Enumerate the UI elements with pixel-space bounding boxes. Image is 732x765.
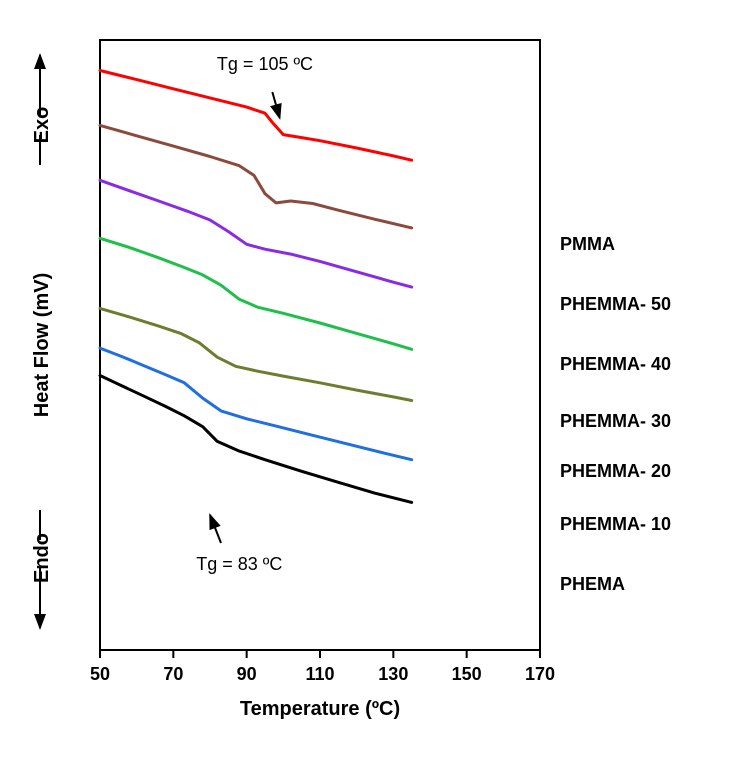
x-tick-label: 130 (378, 664, 408, 684)
x-tick-label: 70 (163, 664, 183, 684)
x-tick-label: 150 (452, 664, 482, 684)
annotation-tg-105: Tg = 105 ºC (217, 54, 313, 74)
endo-label: Endo (31, 533, 53, 583)
series-label-PHEMMA-10: PHEMMA- 10 (560, 514, 671, 534)
series-label-PHEMMA-40: PHEMMA- 40 (560, 354, 671, 374)
series-label-PHEMMA-50: PHEMMA- 50 (560, 294, 671, 314)
dsc-chart: 50 70 90 110 130 150 170 Temperature (ºC) Heat F… (0, 0, 732, 765)
x-tick-label: 50 (90, 664, 110, 684)
x-tick-label: 90 (237, 664, 257, 684)
exo-label: Exo (31, 107, 53, 144)
x-axis-title: Temperature (ºC) (240, 698, 400, 720)
x-tick-label: 110 (305, 664, 334, 684)
chart-svg: 50 70 90 110 130 150 170 Temperature (ºC) Heat F… (0, 0, 732, 765)
y-axis-title: Heat Flow (mV) (31, 273, 53, 417)
series-label-PMMA: PMMA (560, 234, 615, 254)
series-label-PHEMMA-20: PHEMMA- 20 (560, 461, 671, 481)
series-label-PHEMMA-30: PHEMMA- 30 (560, 411, 671, 431)
series-label-PHEMA: PHEMA (560, 574, 625, 594)
annotation-tg-83: Tg = 83 ºC (196, 554, 282, 574)
x-tick-label: 170 (525, 664, 555, 684)
